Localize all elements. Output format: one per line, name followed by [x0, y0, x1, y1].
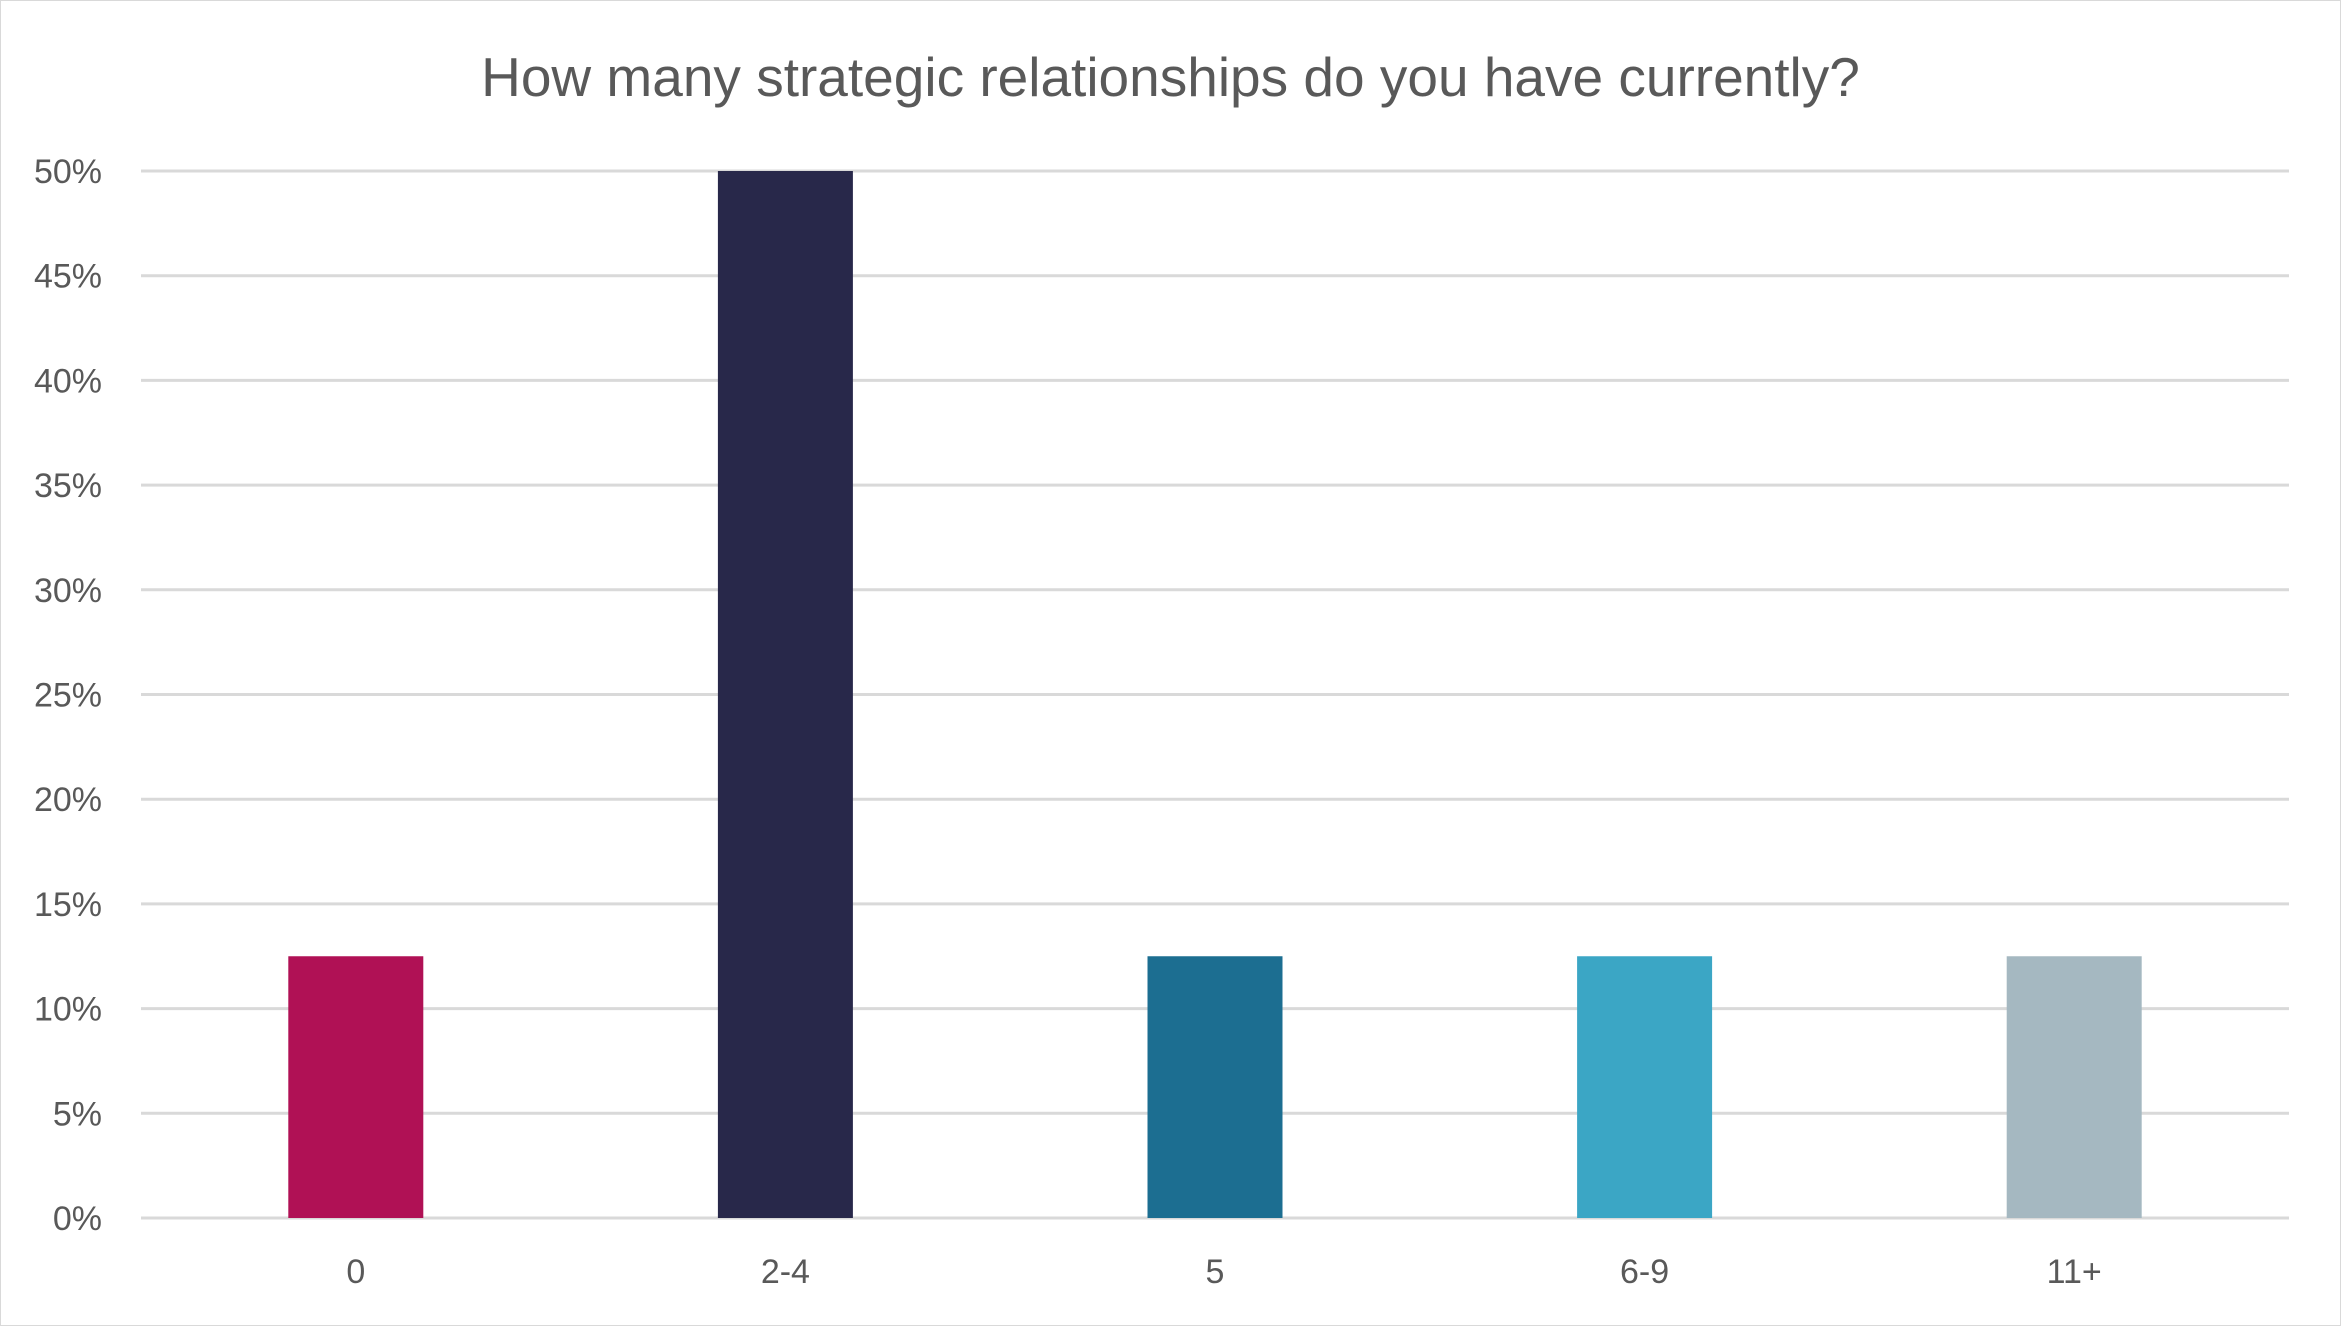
y-tick-label: 40%: [34, 362, 102, 400]
y-axis: 0% 5% 10% 15% 20% 25% 30% 35% 40% 45% 50%: [34, 153, 102, 1238]
y-tick-label: 15%: [34, 886, 102, 924]
y-tick-label: 25%: [34, 677, 102, 715]
y-tick-label: 45%: [34, 258, 102, 296]
bars: [288, 171, 2142, 1218]
x-tick-label: 5: [1206, 1253, 1225, 1291]
x-tick-label: 6-9: [1620, 1253, 1669, 1291]
y-tick-label: 5%: [53, 1095, 102, 1133]
bar-5: [1147, 956, 1283, 1218]
y-tick-label: 30%: [34, 572, 102, 610]
y-tick-label: 10%: [34, 991, 102, 1029]
x-tick-label: 2-4: [761, 1253, 810, 1291]
bar-0: [288, 956, 424, 1218]
y-tick-label: 50%: [34, 153, 102, 191]
y-tick-label: 20%: [34, 781, 102, 819]
bar-6-9: [1577, 956, 1713, 1218]
gridlines: [141, 169, 2289, 1220]
bar-2-4: [717, 171, 853, 1218]
x-tick-label: 0: [346, 1253, 365, 1291]
bar-11+: [2006, 956, 2142, 1218]
x-tick-label: 11+: [2047, 1253, 2102, 1291]
y-tick-label: 0%: [53, 1200, 102, 1238]
x-axis: 0 2-4 5 6-9 11+: [346, 1253, 2101, 1291]
chart-title: How many strategic relationships do you …: [481, 46, 1860, 108]
y-tick-label: 35%: [34, 467, 102, 505]
